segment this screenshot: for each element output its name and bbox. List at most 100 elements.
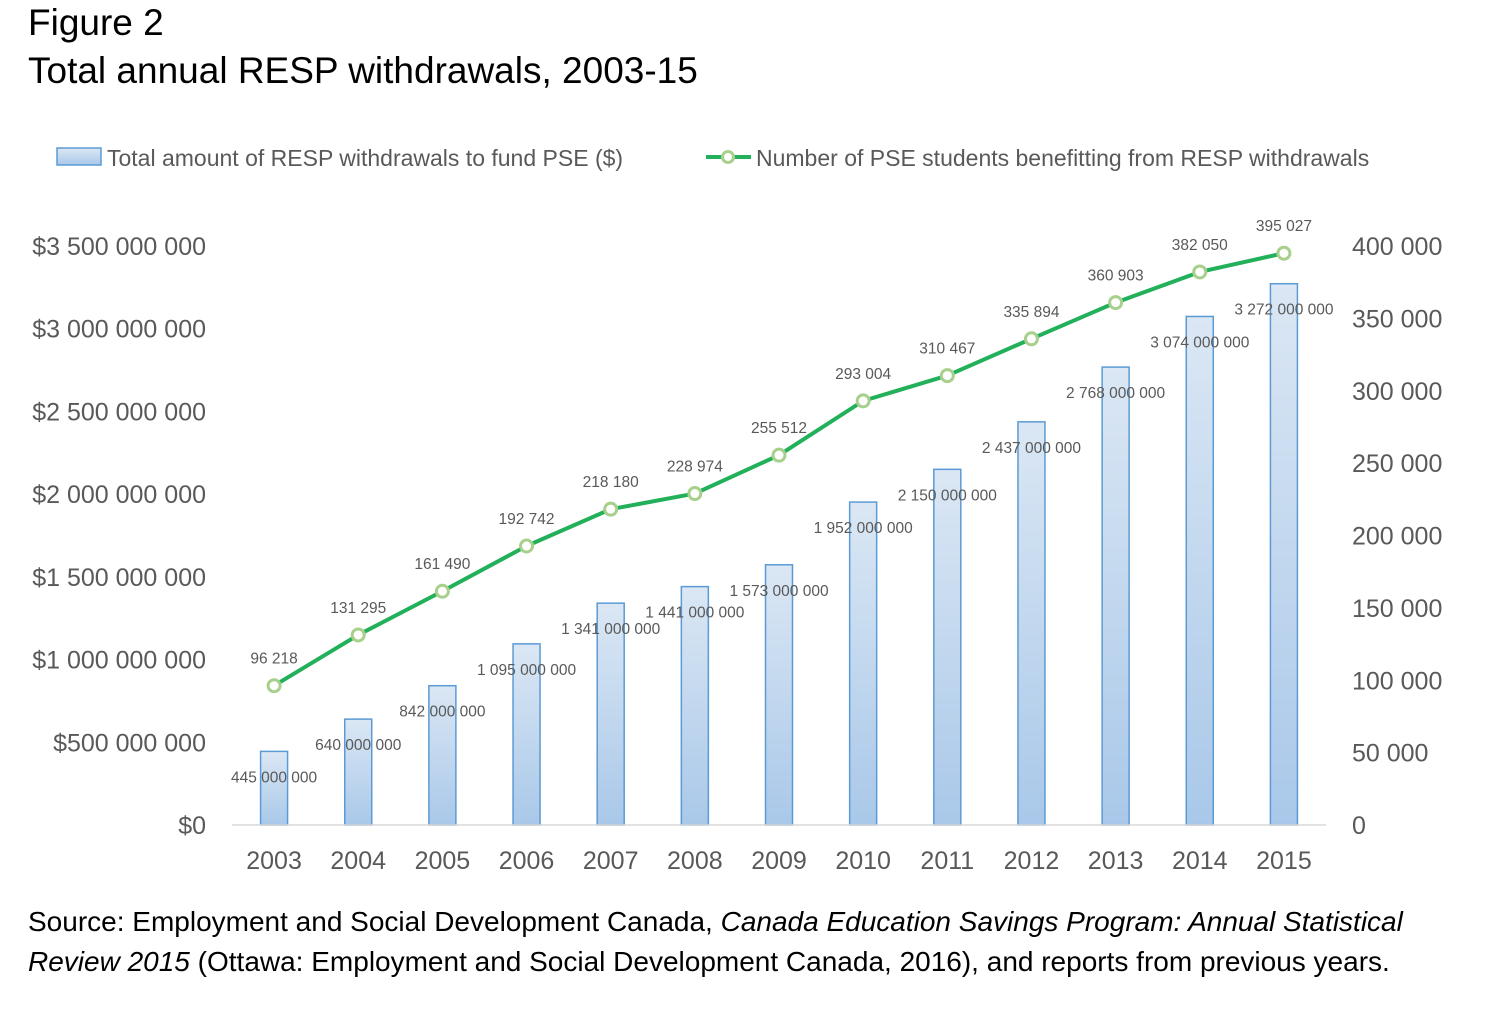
line-label-2014: 382 050 — [1172, 237, 1228, 254]
left-axis-tick-label: $2 500 000 000 — [32, 398, 206, 426]
bar-2008 — [680, 585, 710, 826]
line-label-2011: 310 467 — [919, 341, 975, 358]
x-tick-label-2008: 2008 — [667, 847, 723, 875]
x-tick-label-2003: 2003 — [246, 847, 302, 875]
legend-line-label: Number of PSE students benefitting from … — [756, 145, 1369, 171]
bar-label-2013: 2 768 000 000 — [1066, 385, 1166, 402]
line-label-2015: 395 027 — [1256, 218, 1312, 235]
line-point-2008 — [687, 486, 703, 502]
right-axis-tick-label: 250 000 — [1352, 450, 1442, 478]
bar-label-2014: 3 074 000 000 — [1150, 334, 1250, 351]
source-prefix: Source: Employment and Social Developmen… — [28, 906, 721, 937]
x-tick-label-2004: 2004 — [330, 847, 386, 875]
bar-2012 — [1017, 421, 1046, 826]
bar-2003 — [259, 750, 289, 826]
legend-line-marker — [721, 150, 735, 164]
combo-chart: Total amount of RESP withdrawals to fund… — [32, 145, 1442, 875]
line-label-2003: 96 218 — [250, 651, 297, 668]
bar-label-2006: 1 095 000 000 — [477, 662, 577, 679]
line-label-2013: 360 903 — [1088, 268, 1144, 285]
bar-2006 — [512, 643, 541, 826]
right-axis-tick-label: 200 000 — [1352, 523, 1442, 551]
right-axis-tick-label: 50 000 — [1352, 740, 1428, 768]
bar-label-2005: 842 000 000 — [399, 704, 486, 721]
x-tick-label-2007: 2007 — [583, 847, 639, 875]
bar-label-2003: 445 000 000 — [231, 769, 318, 786]
right-axis-tick-label: 100 000 — [1352, 667, 1442, 695]
figure-title: Total annual RESP withdrawals, 2003-15 — [28, 50, 698, 91]
bar-label-2011: 2 150 000 000 — [898, 487, 998, 504]
bar-2014 — [1185, 315, 1215, 826]
bar-2004 — [343, 718, 373, 826]
bar-label-2010: 1 952 000 000 — [814, 520, 914, 537]
line-point-2003 — [266, 678, 282, 694]
line-label-2004: 131 295 — [330, 600, 386, 617]
line-point-2014 — [1192, 264, 1208, 280]
left-axis-tick-label: $0 — [178, 812, 206, 840]
source-suffix: (Ottawa: Employment and Social Developme… — [189, 946, 1390, 977]
bar-label-2008: 1 441 000 000 — [645, 605, 745, 622]
line-point-2006 — [519, 538, 535, 554]
bar-label-2007: 1 341 000 000 — [561, 621, 661, 638]
bar-2011 — [933, 468, 962, 826]
right-axis-tick-label: 400 000 — [1352, 233, 1442, 261]
line-label-2012: 335 894 — [1003, 304, 1059, 321]
bar-2009 — [764, 564, 794, 826]
right-axis-tick-label: 350 000 — [1352, 305, 1442, 333]
bar-label-2009: 1 573 000 000 — [729, 583, 829, 600]
left-axis-tick-label: $3 500 000 000 — [32, 233, 206, 261]
bar-label-2012: 2 437 000 000 — [982, 440, 1082, 457]
bar-series — [259, 282, 1299, 826]
line-label-2010: 293 004 — [835, 366, 891, 383]
bar-2015 — [1269, 282, 1299, 826]
bar-2010 — [848, 501, 878, 826]
left-axis-tick-label: $500 000 000 — [53, 729, 206, 757]
line-point-2015 — [1276, 245, 1292, 261]
line-label-2005: 161 490 — [414, 556, 470, 573]
x-tick-label-2009: 2009 — [751, 847, 807, 875]
source-publication: Canada Education Savings Program: Annual… — [28, 906, 1403, 977]
chart-legend: Total amount of RESP withdrawals to fund… — [56, 145, 1369, 171]
x-tick-label-2014: 2014 — [1172, 847, 1228, 875]
left-axis-tick-label: $1 000 000 000 — [32, 647, 206, 675]
right-axis-tick-label: 150 000 — [1352, 595, 1442, 623]
left-y-axis: $0 $500 000 000 $1 000 000 000 $1 500 000 0… — [32, 233, 206, 840]
x-tick-label-2011: 2011 — [920, 847, 974, 875]
line-label-2007: 218 180 — [583, 474, 639, 491]
line-point-2011 — [939, 368, 955, 384]
x-tick-label-2010: 2010 — [835, 847, 891, 875]
line-point-2010 — [855, 393, 871, 409]
line-label-2008: 228 974 — [667, 459, 723, 476]
left-axis-tick-label: $3 000 000 000 — [32, 316, 206, 344]
left-axis-tick-label: $1 500 000 000 — [32, 564, 206, 592]
bar-label-2015: 3 272 000 000 — [1234, 302, 1334, 319]
line-point-2004 — [350, 627, 366, 643]
line-point-2013 — [1108, 295, 1124, 311]
legend-bar-label: Total amount of RESP withdrawals to fund… — [107, 145, 623, 171]
bar-2013 — [1101, 366, 1130, 826]
left-axis-tick-label: $2 000 000 000 — [32, 481, 206, 509]
line-data-labels: 96 218 131 295 161 490 192 742 218 180 228 97… — [250, 218, 1312, 668]
line-label-2009: 255 512 — [751, 420, 807, 437]
x-tick-label-2006: 2006 — [499, 847, 555, 875]
bar-label-2004: 640 000 000 — [315, 737, 402, 754]
x-tick-label-2015: 2015 — [1256, 847, 1312, 875]
line-point-2012 — [1023, 331, 1039, 347]
right-y-axis: 0 50 000 100 000 150 000 200 000 250 000 300 0… — [1352, 233, 1442, 840]
line-label-2006: 192 742 — [499, 511, 555, 528]
line-point-2005 — [434, 583, 450, 599]
source-note: Source: Employment and Social Developmen… — [28, 902, 1468, 982]
line-point-2009 — [771, 447, 787, 463]
x-tick-label-2013: 2013 — [1088, 847, 1144, 875]
legend-bar-swatch — [56, 147, 102, 166]
x-tick-label-2012: 2012 — [1004, 847, 1060, 875]
bar-2007 — [596, 602, 625, 826]
figure-label: Figure 2 — [28, 2, 164, 43]
x-tick-label-2005: 2005 — [415, 847, 471, 875]
right-axis-tick-label: 0 — [1352, 812, 1366, 840]
line-series — [266, 245, 1292, 694]
bar-data-labels: 445 000 000 640 000 000 842 000 000 1 095 0… — [231, 302, 1334, 787]
x-axis: 2003 2004 2005 2006 2007 2008 2009 2010 2011 2012… — [232, 824, 1326, 875]
line-point-2007 — [603, 501, 619, 517]
right-axis-tick-label: 300 000 — [1352, 378, 1442, 406]
